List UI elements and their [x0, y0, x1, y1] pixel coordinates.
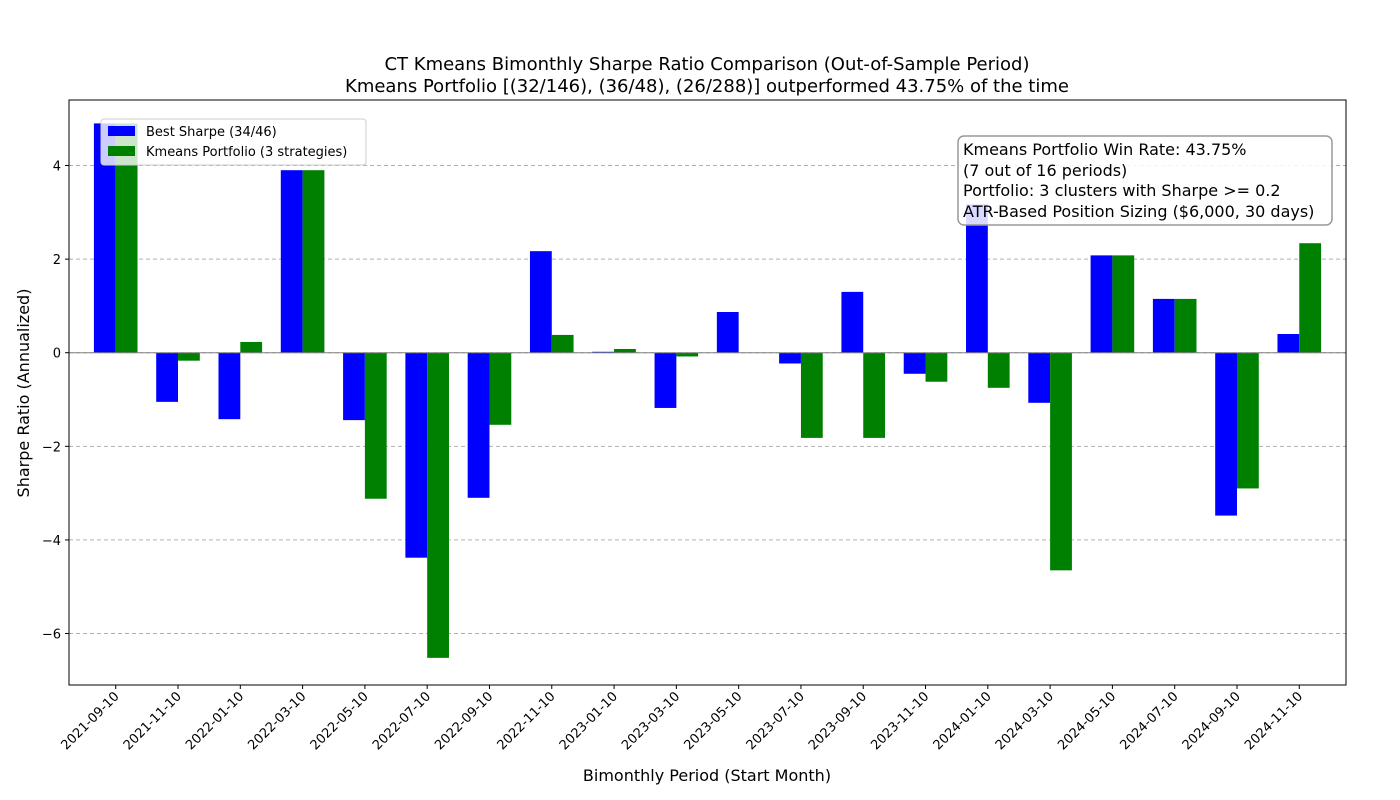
bar-best-sharpe: [841, 291, 864, 353]
bar-kmeans-portfolio: [115, 123, 138, 353]
x-tick-label: 2022-03-10: [245, 689, 309, 753]
bar-kmeans-portfolio: [551, 334, 574, 353]
x-tick-label: 2024-03-10: [993, 689, 1057, 753]
bar-kmeans-portfolio: [800, 352, 823, 438]
bar-kmeans-portfolio: [1236, 352, 1259, 489]
y-axis-label: Sharpe Ratio (Annualized): [14, 289, 33, 498]
x-tick-label: 2023-01-10: [557, 689, 621, 753]
bar-best-sharpe: [1152, 298, 1175, 353]
bar-kmeans-portfolio: [427, 352, 449, 658]
legend-swatch-best-sharpe: [108, 126, 135, 136]
bar-best-sharpe: [1090, 255, 1113, 353]
bar-kmeans-portfolio: [676, 352, 699, 357]
bar-best-sharpe: [343, 352, 365, 421]
plot-frame: [68, 99, 1347, 686]
annotation-box: [957, 135, 1333, 226]
x-axis-label: Bimonthly Period (Start Month): [583, 766, 831, 785]
x-tick-label: 2024-07-10: [1117, 689, 1181, 753]
bar-best-sharpe: [654, 352, 677, 408]
bar-kmeans-portfolio: [863, 352, 886, 438]
bar-best-sharpe: [156, 352, 179, 402]
win-rate-annotation: Kmeans Portfolio Win Rate: 43.75% (7 out…: [957, 135, 1333, 226]
chart-title: CT Kmeans Bimonthly Sharpe Ratio Compari…: [384, 54, 1029, 75]
annotation-line-2: (7 out of 16 periods): [963, 161, 1127, 180]
bar-kmeans-portfolio: [302, 170, 325, 353]
bar-kmeans-portfolio: [364, 352, 387, 499]
chart-subtitle: Kmeans Portfolio [(32/146), (36/48), (26…: [345, 76, 1069, 97]
bars: [93, 123, 1322, 658]
bar-best-sharpe: [1028, 352, 1051, 403]
legend-box: [100, 118, 367, 166]
x-tick-label: 2022-01-10: [183, 689, 247, 753]
bar-best-sharpe: [405, 352, 428, 558]
legend-label-best-sharpe: Best Sharpe (34/46): [146, 125, 277, 140]
x-tick-label: 2023-05-10: [681, 689, 745, 753]
x-tick-label: 2023-03-10: [619, 689, 683, 753]
legend-label-kmeans-portfolio: Kmeans Portfolio (3 strategies): [146, 145, 347, 160]
bar-kmeans-portfolio: [1050, 352, 1072, 571]
y-tick-label: −2: [42, 440, 61, 455]
bar-best-sharpe: [280, 170, 303, 353]
bar-best-sharpe: [93, 123, 116, 353]
annotation-line-4: ATR-Based Position Sizing ($6,000, 30 da…: [963, 202, 1314, 221]
bar-best-sharpe: [779, 352, 801, 364]
x-tick-label: 2024-09-10: [1180, 689, 1244, 753]
bar-kmeans-portfolio: [987, 352, 1010, 388]
gridlines: [69, 165, 1346, 635]
y-tick-label: 2: [53, 253, 61, 268]
bar-best-sharpe: [218, 352, 241, 420]
bar-best-sharpe: [1277, 334, 1300, 353]
legend-swatch-kmeans-portfolio: [108, 146, 135, 156]
x-tick-label: 2021-09-10: [59, 689, 123, 753]
x-tick-label: 2024-11-10: [1242, 689, 1306, 753]
x-tick-label: 2024-01-10: [931, 689, 995, 753]
y-tick-label: −4: [42, 534, 61, 549]
bar-best-sharpe: [529, 251, 552, 353]
x-tick-label: 2022-05-10: [308, 689, 372, 753]
annotation-line-1: Kmeans Portfolio Win Rate: 43.75%: [963, 140, 1247, 159]
y-tick-label: −6: [42, 628, 61, 643]
x-tick-label: 2022-09-10: [432, 689, 496, 753]
bar-kmeans-portfolio: [614, 348, 636, 353]
bar-best-sharpe: [966, 204, 988, 353]
x-tick-label: 2022-07-10: [370, 689, 434, 753]
bar-best-sharpe: [716, 312, 739, 353]
x-tick-label: 2023-11-10: [868, 689, 932, 753]
bar-kmeans-portfolio: [240, 341, 263, 353]
y-tick-label: 4: [53, 160, 61, 175]
bar-kmeans-portfolio: [489, 352, 512, 425]
y-tick-label: 0: [53, 347, 61, 362]
y-axis: −6 −4 −2 0 2 4: [42, 160, 69, 643]
x-tick-label: 2024-05-10: [1055, 689, 1119, 753]
x-tick-label: 2021-11-10: [121, 689, 185, 753]
bar-kmeans-portfolio: [178, 352, 200, 361]
x-tick-label: 2022-11-10: [495, 689, 559, 753]
bar-kmeans-portfolio: [1112, 255, 1135, 353]
bar-kmeans-portfolio: [925, 352, 948, 382]
legend: Best Sharpe (34/46) Kmeans Portfolio (3 …: [100, 118, 367, 166]
x-axis: 2021-09-102021-11-102022-01-102022-03-10…: [59, 685, 1306, 753]
bar-best-sharpe: [467, 352, 490, 498]
x-tick-label: 2023-09-10: [806, 689, 870, 753]
bar-kmeans-portfolio: [1299, 243, 1322, 353]
bar-best-sharpe: [1215, 352, 1237, 516]
annotation-line-3: Portfolio: 3 clusters with Sharpe >= 0.2: [963, 181, 1281, 200]
bar-kmeans-portfolio: [1174, 298, 1197, 353]
x-tick-label: 2023-07-10: [744, 689, 808, 753]
bar-best-sharpe: [903, 352, 926, 374]
